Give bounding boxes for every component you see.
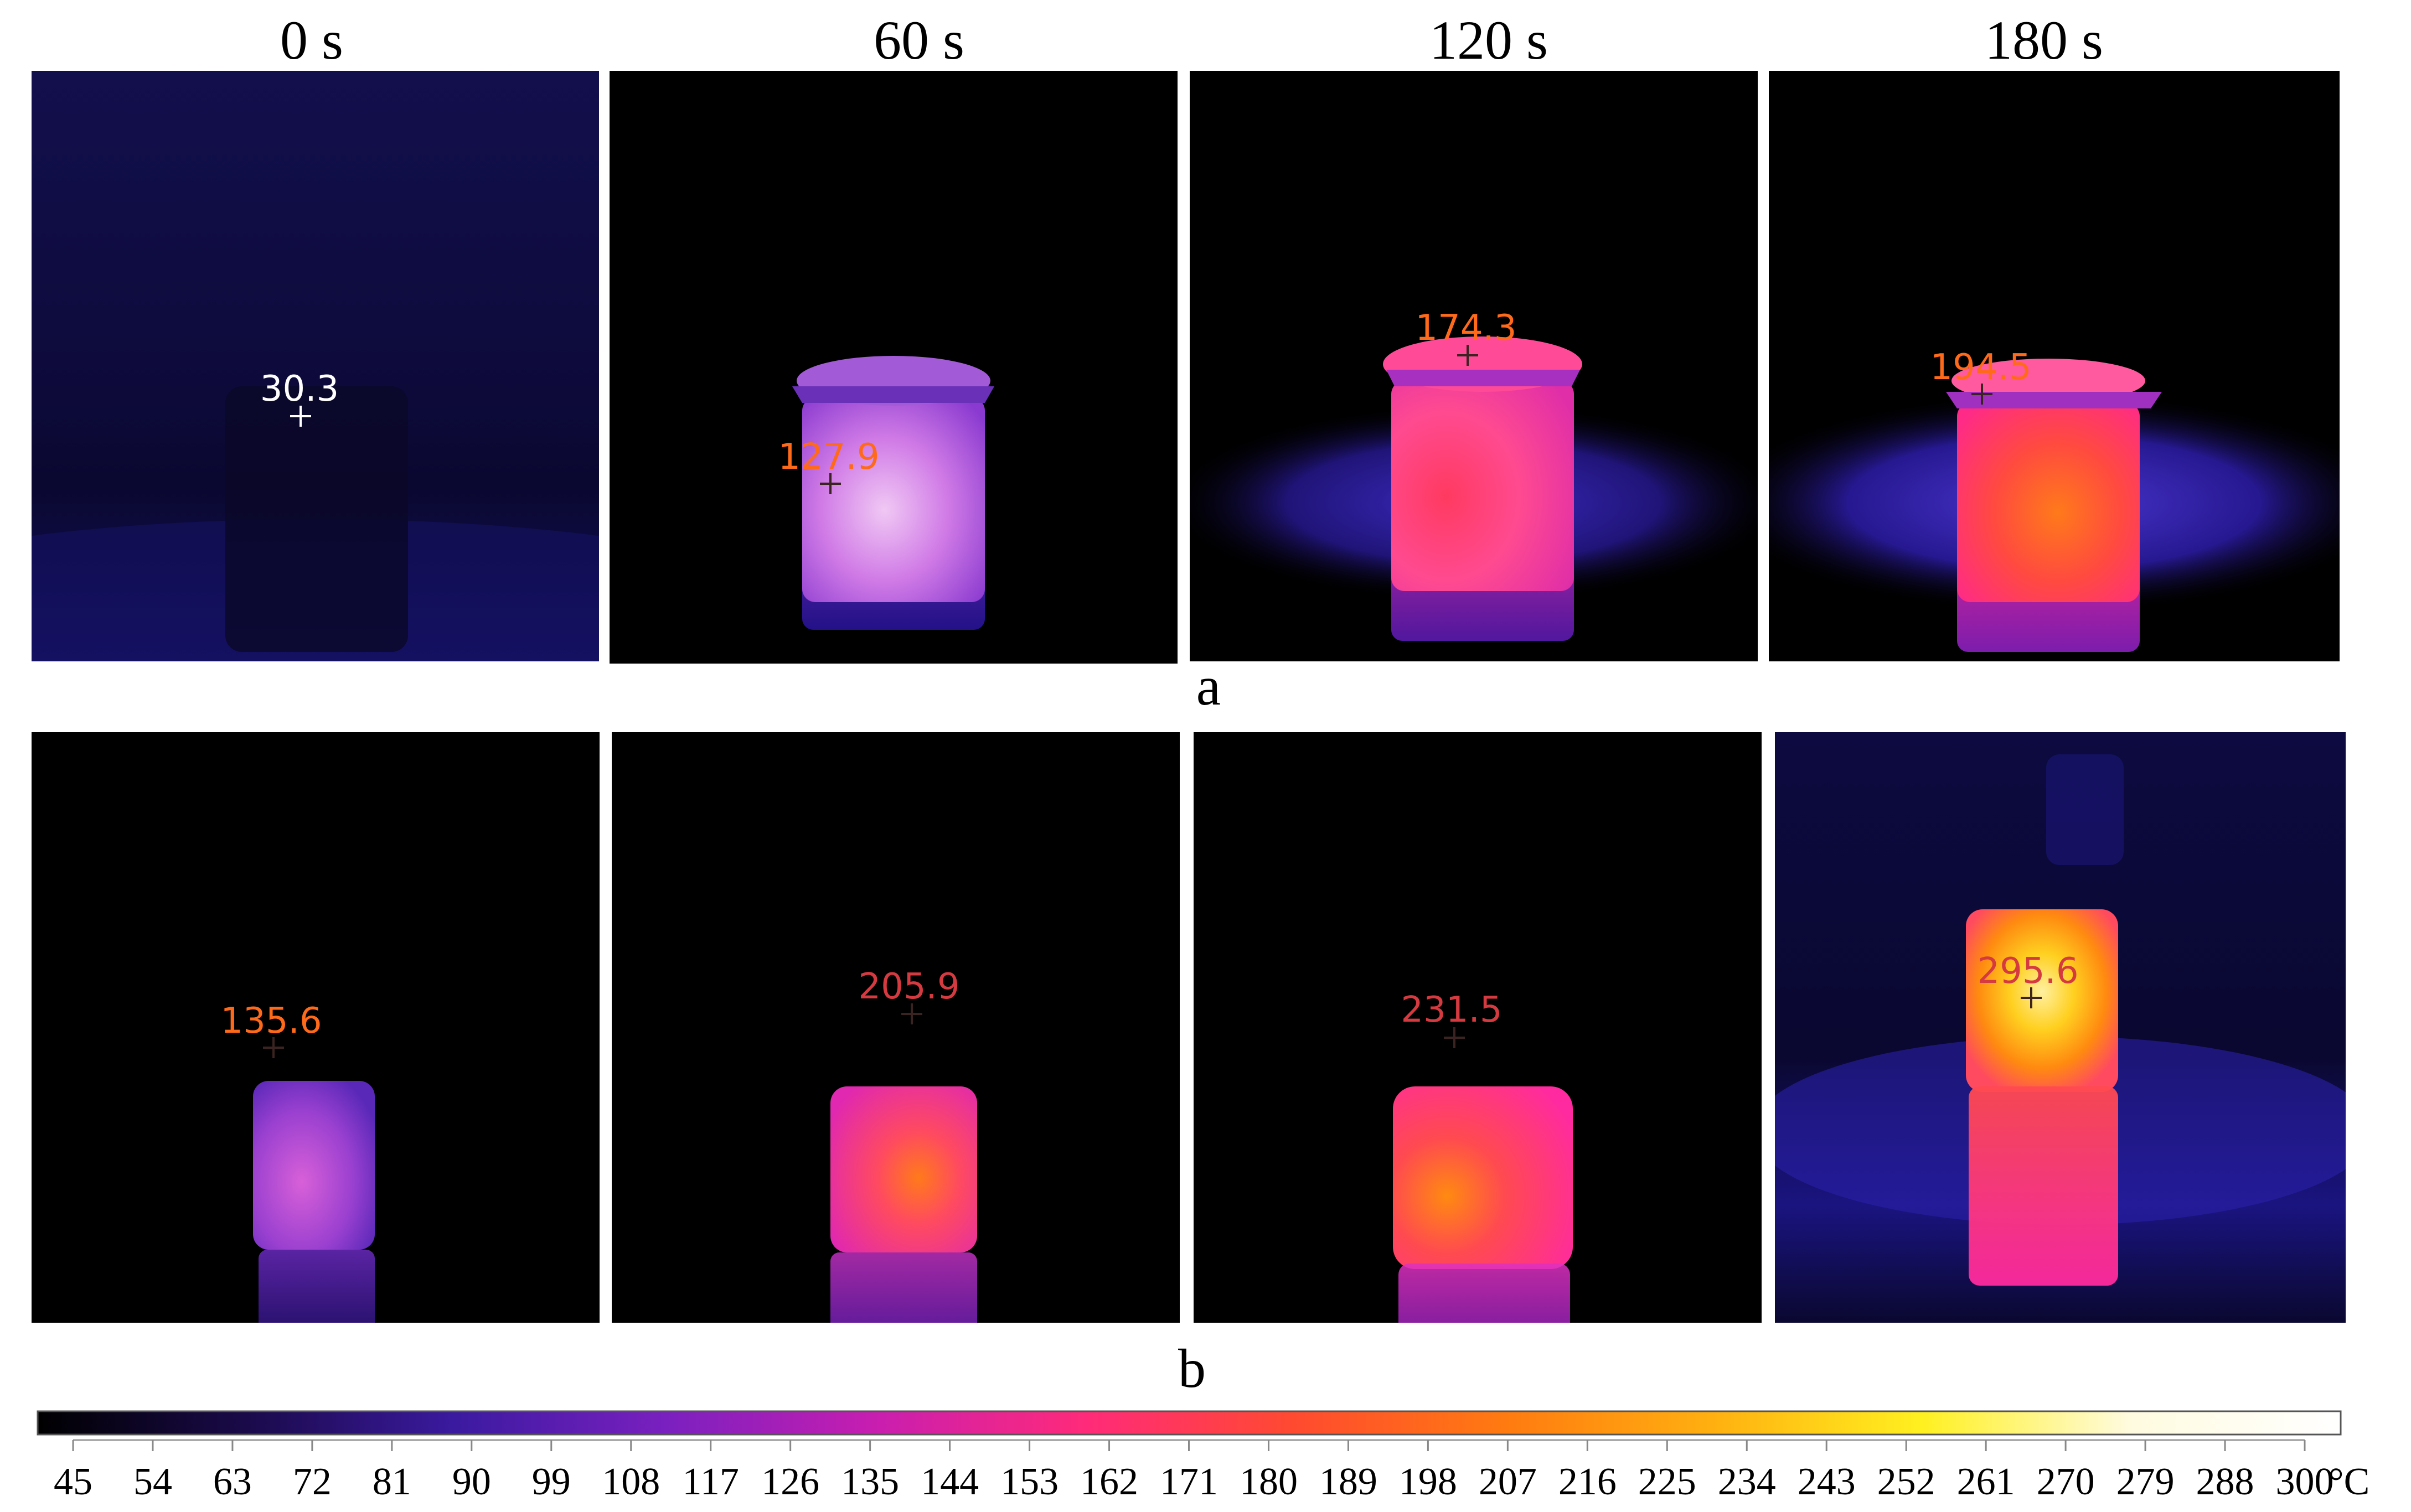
temperature-reading-b-60s: 205.9 [858,966,960,1007]
colorbar-tick-label: 162 [1080,1461,1138,1503]
colorbar-unit-label: °C [2329,1461,2370,1503]
colorbar-tick-label: 216 [1558,1461,1617,1503]
colorbar-gradient [37,1410,2342,1436]
colorbar-tick-label: 144 [921,1461,979,1503]
thermal-image-b-60s [612,732,1180,1323]
colorbar-tick-label: 261 [1957,1461,2015,1503]
thermal-image-b-0s [32,732,600,1323]
colorbar-tick-label: 198 [1399,1461,1457,1503]
crosshair-icon [820,473,841,494]
column-label-120s: 120 s [1429,9,1548,71]
temperature-reading-b-120s: 231.5 [1401,990,1503,1031]
colorbar-tick-label: 99 [532,1461,571,1503]
thermal-image-a-0s [32,71,599,661]
colorbar-tick-label: 243 [1798,1461,1856,1503]
colorbar-tick-label: 288 [2196,1461,2254,1503]
thermal-image-b-180s [1775,732,2346,1323]
thermal-image-a-60s [610,71,1178,664]
thermal-image-a-120s [1190,71,1758,661]
colorbar-tick-label: 63 [213,1461,252,1503]
crosshair-icon [290,406,311,427]
colorbar-tick-label: 207 [1479,1461,1537,1503]
colorbar-tick-label: 108 [602,1461,660,1503]
colorbar-tick-label: 234 [1718,1461,1776,1503]
crosshair-icon [1457,345,1478,366]
temperature-reading-a-0s: 30.3 [260,369,339,410]
colorbar-tick-label: 45 [54,1461,92,1503]
colorbar-tick-label: 279 [2116,1461,2175,1503]
crosshair-icon [1444,1027,1465,1048]
crosshair-icon [2021,987,2042,1008]
colorbar-tick-label: 189 [1319,1461,1377,1503]
row-label-a: a [1196,655,1221,717]
temperature-reading-b-180s: 295.6 [1977,951,2079,992]
row-label-b: b [1178,1338,1206,1399]
colorbar-tick-label: 180 [1240,1461,1298,1503]
column-label-60s: 60 s [874,9,964,71]
colorbar-tick-label: 81 [373,1461,411,1503]
colorbar-tick-label: 270 [2037,1461,2095,1503]
temperature-reading-a-120s: 174.3 [1415,308,1517,349]
colorbar-tick-label: 90 [452,1461,491,1503]
crosshair-icon [1971,384,1992,405]
colorbar-tick-label: 126 [761,1461,819,1503]
colorbar-tick-label: 225 [1638,1461,1696,1503]
colorbar-tick-label: 117 [683,1461,739,1503]
temperature-reading-a-180s: 194.5 [1930,347,2032,388]
thermal-image-b-120s [1194,732,1762,1323]
colorbar-tick-label: 54 [133,1461,172,1503]
crosshair-icon [263,1037,284,1058]
colorbar-tick-label: 72 [293,1461,332,1503]
temperature-reading-b-0s: 135.6 [220,1001,322,1042]
thermal-image-a-180s [1769,71,2340,661]
temperature-reading-a-60s: 127.9 [778,437,880,478]
column-label-180s: 180 s [1985,9,2103,71]
crosshair-icon [901,1003,922,1024]
colorbar-tick-label: 252 [1877,1461,1935,1503]
column-label-0s: 0 s [280,9,343,71]
temperature-colorbar: 45 54 63 72 81 90 99 108 117 126 135 144 153 162 171 18… [16,1405,2396,1510]
colorbar-tick-label: 300 [2276,1461,2334,1503]
colorbar-tick-label: 135 [841,1461,899,1503]
colorbar-tick-label: 171 [1160,1461,1218,1503]
colorbar-tick-label: 153 [1000,1461,1059,1503]
